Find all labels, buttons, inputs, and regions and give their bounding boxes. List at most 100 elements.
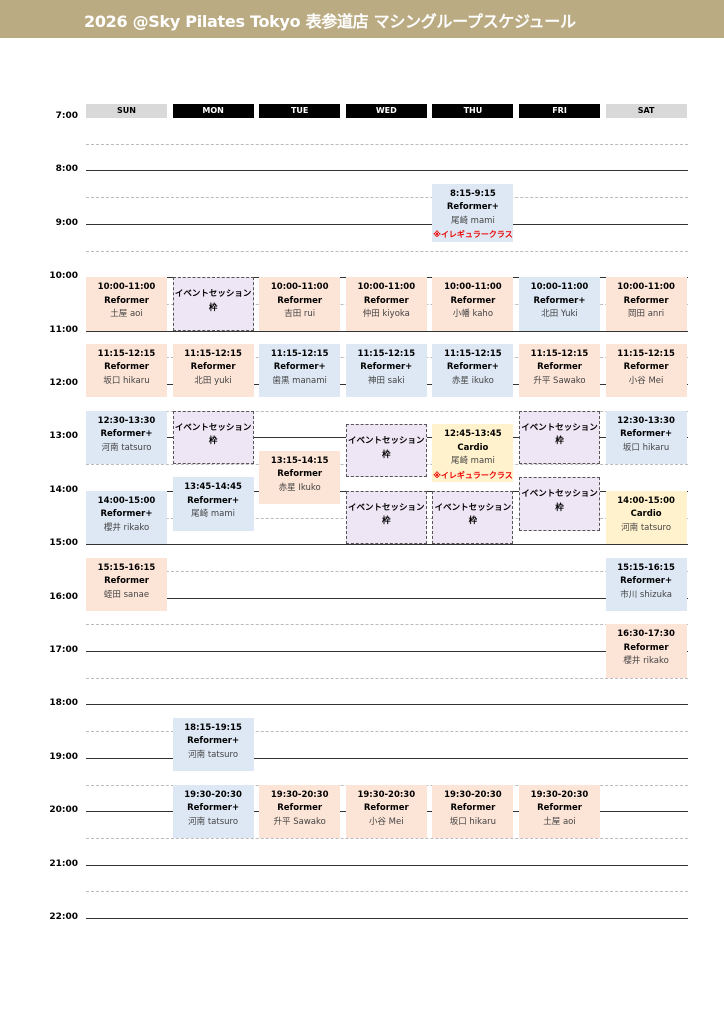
class-time: 11:15-12:15 — [357, 348, 416, 359]
class-time: 11:15-12:15 — [270, 348, 329, 359]
class-name: Reformer — [623, 362, 669, 373]
half-hour-gridline — [86, 410, 688, 412]
hour-label: 16:00 — [49, 591, 78, 602]
class-block[interactable]: 19:30-20:30 Reformer 小谷 Mei — [345, 784, 427, 838]
class-block[interactable]: 13:15-14:15 Reformer 赤星 Ikuko — [259, 450, 341, 505]
class-block[interactable]: 10:00-11:00 Reformer 岡田 anri — [605, 277, 687, 331]
class-name: Reformer — [450, 803, 496, 813]
class-block[interactable]: 14:00-15:00 Reformer+ 櫻井 rikako — [86, 490, 167, 545]
class-block[interactable]: 11:15-12:15 Reformer+ 歯黒 manami — [259, 343, 341, 398]
class-block[interactable]: 12:30-13:30 Reformer+ 坂口 hikaru — [605, 410, 687, 465]
instructor-name: 河南 tatsuro — [621, 522, 672, 533]
class-block[interactable]: 11:15-12:15 Reformer 小谷 Mei — [605, 343, 687, 398]
class-block[interactable]: 11:15-12:15 Reformer 北田 yuki — [172, 343, 254, 398]
hour-label: 9:00 — [55, 217, 78, 228]
class-block[interactable]: 11:15-12:15 Reformer+ 赤星 ikuko — [432, 343, 514, 398]
class-block[interactable]: 18:15-19:15 Reformer+ 河南 tatsuro — [172, 717, 254, 772]
class-name: Reformer+ — [100, 509, 153, 520]
class-block[interactable]: 8:15-9:15 Reformer+ 尾崎 mami ※イレギュラークラス — [432, 183, 514, 242]
instructor-name: 尾崎 mami — [191, 509, 236, 520]
class-name: Cardio — [630, 509, 662, 520]
hour-label: 8:00 — [55, 164, 78, 175]
class-name: Reformer — [277, 803, 323, 813]
class-time: 11:15-12:15 — [617, 348, 675, 359]
class-name: Reformer+ — [187, 736, 240, 747]
instructor-name: 坂口 hikaru — [449, 816, 497, 827]
event-session-slot[interactable]: イベントセッション枠 — [519, 410, 600, 465]
class-time: 15:15-16:15 — [97, 562, 156, 573]
hour-gridline — [86, 704, 688, 706]
class-time: 10:00-11:00 — [270, 282, 329, 293]
class-block[interactable]: 19:30-20:30 Reformer 土屋 aoi — [519, 784, 600, 838]
class-block[interactable]: 15:15-16:15 Reformer+ 市川 shizuka — [605, 557, 687, 611]
class-time: 13:45-14:45 — [184, 482, 242, 493]
half-hour-gridline — [86, 143, 688, 145]
class-block[interactable]: 10:00-11:00 Reformer 小幡 kaho — [432, 277, 514, 331]
class-block[interactable]: 10:00-11:00 Reformer 吉田 rui — [259, 277, 341, 331]
hour-label: 12:00 — [49, 378, 78, 388]
class-time: 10:00-11:00 — [530, 282, 589, 293]
instructor-name: 小幡 kaho — [452, 309, 494, 320]
hour-label: 19:00 — [49, 751, 78, 762]
instructor-name: 小谷 Mei — [368, 816, 404, 827]
day-header-fri: FRI — [519, 104, 600, 118]
class-name: Reformer+ — [100, 429, 153, 440]
class-time: 19:30-20:30 — [270, 789, 329, 800]
event-session-slot[interactable]: イベントセッション枠 — [172, 277, 254, 331]
class-block[interactable]: 10:00-11:00 Reformer 土屋 aoi — [86, 277, 167, 331]
class-name: Reformer — [104, 295, 149, 306]
class-block[interactable]: 13:45-14:45 Reformer+ 尾崎 mami — [172, 477, 254, 531]
instructor-name: 河南 tatsuro — [188, 816, 239, 827]
class-time: 12:45-13:45 — [444, 429, 502, 440]
hour-label: 18:00 — [49, 698, 78, 709]
instructor-name: 小谷 Mei — [628, 375, 664, 386]
class-block[interactable]: 10:00-11:00 Reformer+ 北田 Yuki — [519, 277, 600, 331]
instructor-name: 神田 saki — [367, 375, 405, 386]
instructor-name: 仲田 kiyoka — [362, 309, 410, 320]
day-header-thu: THU — [432, 104, 514, 118]
hour-label: 17:00 — [49, 645, 78, 655]
class-name: Reformer+ — [620, 576, 673, 587]
class-block[interactable]: 12:45-13:45 Cardio 尾崎 mami ※イレギュラークラス — [432, 424, 514, 483]
class-block[interactable]: 10:00-11:00 Reformer 仲田 kiyoka — [345, 277, 427, 331]
event-session-slot[interactable]: イベントセッション枠 — [519, 477, 600, 531]
instructor-name: 坂口 hikaru — [622, 442, 670, 453]
class-block[interactable]: 11:15-12:15 Reformer 升平 Sawako — [519, 343, 600, 398]
hour-gridline — [86, 597, 688, 599]
class-block[interactable]: 16:30-17:30 Reformer 櫻井 rikako — [605, 624, 687, 678]
irregular-class-note: ※イレギュラークラス — [433, 470, 513, 480]
hour-gridline — [86, 757, 688, 759]
hour-label: 20:00 — [49, 805, 78, 816]
class-block[interactable]: 19:30-20:30 Reformer+ 河南 tatsuro — [172, 784, 254, 838]
class-time: 10:00-11:00 — [357, 282, 416, 293]
class-block[interactable]: 19:30-20:30 Reformer 升平 Sawako — [259, 784, 341, 838]
class-block[interactable]: 19:30-20:30 Reformer 坂口 hikaru — [432, 784, 514, 838]
hour-gridline — [86, 330, 688, 332]
class-block[interactable]: 11:15-12:15 Reformer 坂口 hikaru — [86, 343, 167, 398]
half-hour-gridline — [86, 250, 688, 252]
class-block[interactable]: 11:15-12:15 Reformer+ 神田 saki — [345, 343, 427, 398]
class-time: 14:00-15:00 — [97, 495, 156, 506]
event-session-slot[interactable]: イベントセッション枠 — [345, 490, 427, 545]
instructor-name: 吉田 rui — [284, 309, 316, 320]
class-time: 11:15-12:15 — [444, 348, 502, 359]
event-session-slot[interactable]: イベントセッション枠 — [172, 410, 254, 465]
class-name: Reformer — [537, 803, 582, 813]
hour-label: 11:00 — [49, 324, 78, 335]
instructor-name: 歯黒 manami — [272, 375, 327, 386]
hour-label: 13:00 — [49, 431, 78, 442]
event-session-slot[interactable]: イベントセッション枠 — [345, 424, 427, 478]
class-name: Reformer — [450, 295, 496, 306]
class-block[interactable]: 12:30-13:30 Reformer+ 河南 tatsuro — [86, 410, 167, 465]
class-name: Reformer — [537, 362, 582, 373]
class-name: Reformer — [104, 362, 149, 373]
instructor-name: 河南 tatsuro — [101, 442, 152, 453]
class-name: Reformer+ — [273, 362, 326, 373]
hour-label: 21:00 — [49, 858, 78, 869]
class-name: Reformer+ — [620, 429, 673, 440]
instructor-name: 坂口 hikaru — [103, 375, 150, 386]
class-name: Reformer — [363, 295, 409, 306]
class-block[interactable]: 14:00-15:00 Cardio 河南 tatsuro — [605, 490, 687, 545]
class-block[interactable]: 15:15-16:15 Reformer 蛭田 sanae — [86, 557, 167, 611]
event-session-slot[interactable]: イベントセッション枠 — [432, 490, 514, 545]
